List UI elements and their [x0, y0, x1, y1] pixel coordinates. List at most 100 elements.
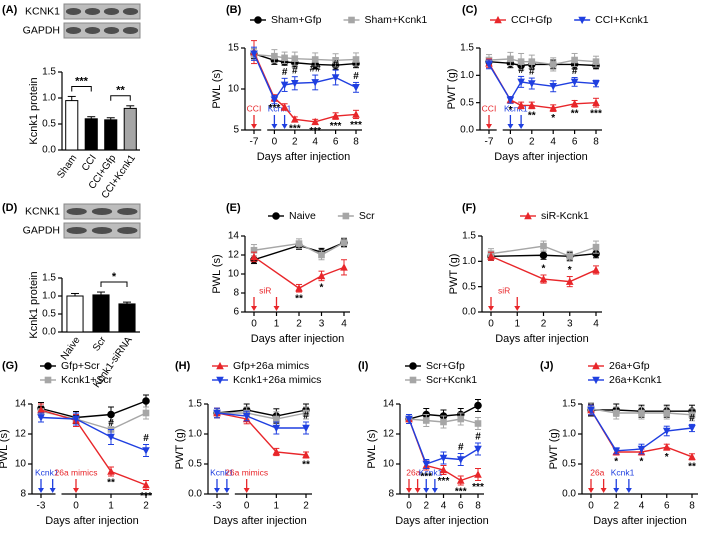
legend-marker	[348, 16, 355, 24]
legend-marker	[44, 376, 52, 384]
data-point	[570, 99, 579, 108]
y-tick-label: 0.0	[42, 145, 56, 156]
x-tick-label: 2	[423, 501, 429, 512]
significance-label: **	[688, 461, 696, 472]
data-point	[107, 467, 115, 475]
event-arrowhead	[73, 488, 79, 493]
data-point	[688, 452, 696, 461]
data-point	[566, 252, 574, 260]
legend-label: Naive	[289, 210, 316, 222]
y-tick-label: 0.5	[462, 281, 476, 292]
data-point	[250, 246, 258, 254]
blot-band	[122, 27, 139, 34]
x-tick-label: 4	[593, 319, 599, 330]
y-tick-label: 8	[20, 489, 26, 500]
y-tick-label: 8	[233, 288, 239, 299]
y-axis-label: PWL (s)	[211, 254, 223, 293]
y-tick-label: 0.5	[42, 119, 56, 130]
legend-label: CCI+Kcnk1	[595, 14, 649, 26]
y-axis-label: Kcnk1 protein	[28, 271, 40, 338]
x-tick-label: 2	[529, 137, 535, 148]
panel-label: (H)	[175, 360, 191, 372]
data-point	[331, 111, 340, 120]
y-tick-label: 6	[233, 307, 239, 318]
y-tick-label: 1.5	[42, 67, 56, 78]
event-label: Kcnk1	[268, 103, 292, 113]
significance-label: #	[303, 411, 309, 422]
x-tick-label: -3	[213, 501, 222, 512]
y-tick-label: 0.5	[562, 459, 576, 470]
data-point	[638, 409, 645, 417]
significance-label: #	[108, 418, 114, 429]
y-tick-label: 1.0	[188, 429, 202, 440]
x-tick-label: 0	[251, 319, 257, 330]
y-tick-label: 0.5	[42, 309, 56, 320]
data-point	[37, 405, 45, 414]
panel-label: (I)	[358, 360, 369, 372]
significance-label: *	[614, 457, 618, 468]
legend-marker	[578, 16, 586, 25]
y-tick-label: 15	[228, 43, 240, 54]
y-axis-label: Kcnk1 protein	[28, 77, 40, 144]
data-point	[570, 78, 579, 86]
data-point	[107, 433, 115, 442]
series-line	[490, 245, 597, 258]
significance-label: *	[640, 457, 644, 468]
y-tick-label: 10	[228, 84, 240, 95]
significance-label: #	[353, 71, 359, 82]
legend-label: CCI+Gfp	[511, 14, 552, 26]
y-axis-label: PWT (g)	[548, 429, 560, 470]
data-point	[352, 110, 360, 118]
series-line	[488, 62, 597, 109]
x-tick-label: 3	[567, 319, 573, 330]
data-point	[213, 409, 221, 418]
data-point	[592, 243, 600, 251]
data-point	[302, 450, 310, 459]
y-axis-label: PWL (s)	[0, 429, 10, 468]
x-tick-label: 6	[333, 137, 339, 148]
series-line	[40, 416, 147, 452]
data-point	[540, 242, 547, 250]
significance-bracket	[100, 281, 128, 288]
y-tick-label: 12	[383, 429, 395, 440]
data-point	[270, 96, 279, 104]
event-arrowhead	[625, 488, 632, 493]
legend-marker	[216, 361, 224, 370]
panel-label: (G)	[2, 360, 18, 372]
data-point	[612, 447, 621, 455]
significance-label: *	[112, 271, 117, 283]
y-tick-label: 0.0	[188, 489, 202, 500]
significance-label: #	[282, 67, 288, 78]
data-point	[302, 409, 310, 417]
data-point	[295, 240, 303, 247]
event-label: CCI	[482, 103, 497, 113]
data-point	[474, 445, 482, 454]
panel-label: (J)	[540, 360, 554, 372]
blot-label: KCNK1	[25, 5, 60, 17]
data-point	[507, 55, 514, 63]
data-point	[549, 61, 557, 68]
significance-label: ***	[309, 126, 321, 137]
event-label: siR	[498, 285, 510, 295]
series-line	[490, 255, 597, 283]
blot-strip	[63, 3, 141, 20]
event-arrowhead	[588, 488, 594, 493]
legend-label: 26a+Gfp	[609, 360, 650, 372]
y-tick-label: 0.0	[460, 125, 474, 136]
event-arrowhead	[273, 306, 280, 311]
x-tick-label: 1	[108, 501, 114, 512]
data-point	[592, 265, 600, 274]
blot-band	[66, 227, 87, 234]
series-line	[40, 400, 147, 419]
blot-band	[84, 27, 101, 34]
significance-label: #	[475, 432, 481, 443]
y-tick-label: 1.5	[562, 399, 576, 410]
x-tick-label: 6	[458, 501, 464, 512]
event-label: Kcnk1	[611, 467, 635, 477]
data-point	[272, 424, 281, 433]
data-point	[485, 61, 493, 69]
data-point	[571, 56, 578, 64]
data-point	[528, 80, 536, 88]
significance-label: #	[518, 65, 524, 76]
blot-band	[103, 8, 120, 15]
